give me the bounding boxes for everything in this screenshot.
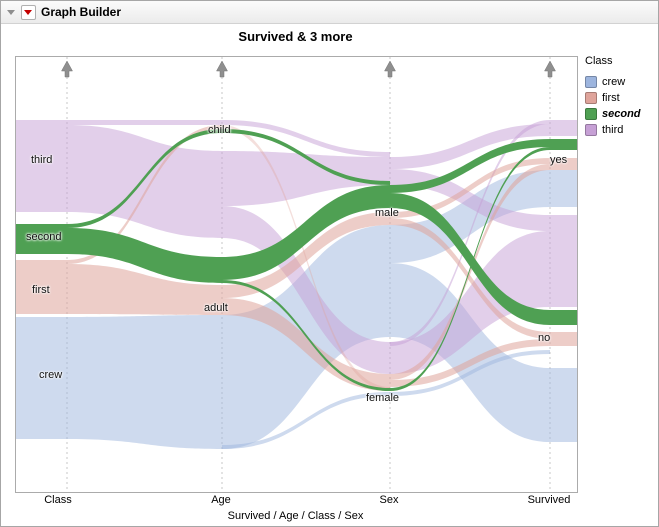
ribbon-third-no-block[interactable] [550,215,577,307]
axis-up-arrow-sex[interactable] [384,60,396,78]
window-title: Graph Builder [41,5,122,19]
ribbon-first-adult-female[interactable] [222,298,390,391]
ribbon-second-block[interactable] [16,224,67,254]
legend: Class crew first second third [585,55,657,138]
ribbon-third-female-no[interactable] [390,231,550,374]
category-label-third: third [31,154,53,166]
legend-label-crew: crew [602,76,626,88]
titlebar: Graph Builder [1,1,658,24]
category-label-first: first [32,284,50,296]
ribbon-crew-adult[interactable] [67,315,222,449]
axis-tick-class[interactable]: Class [44,494,72,506]
legend-label-first: first [602,92,620,104]
ribbon-third-adult[interactable] [67,125,222,238]
legend-swatch-first [585,92,597,104]
ribbon-first-yes-block[interactable] [550,158,577,170]
ribbon-second-adult[interactable] [67,228,222,283]
category-label-crew: crew [39,369,63,381]
ribbon-second-no-block[interactable] [550,310,577,325]
legend-title: Class [585,55,613,67]
ribbon-third-female-yes[interactable] [390,120,550,346]
ribbon-first-no-block[interactable] [550,332,577,346]
ribbon-first-block[interactable] [16,260,67,314]
axis-tick-sex[interactable]: Sex [379,494,399,506]
legend-swatch-third [585,124,597,136]
category-label-second: second [26,231,62,243]
ribbon-first-child-female[interactable] [222,125,390,391]
ribbon-second-male-yes[interactable] [390,139,550,193]
ribbon-first-child[interactable] [67,125,222,264]
category-label-yes: yes [550,154,568,166]
ribbon-third-child[interactable] [67,120,222,125]
legend-swatch-crew [585,76,597,88]
ribbon-third-yes-block[interactable] [550,120,577,136]
ribbon-crew-yes-block[interactable] [550,170,577,207]
ribbon-first-adult-male[interactable] [222,212,390,298]
axis-up-arrow-age[interactable] [216,60,228,78]
ribbon-second-child-male[interactable] [222,129,390,185]
legend-item-crew[interactable]: crew [585,74,657,90]
ribbon-second-adult-female[interactable] [222,280,390,391]
ribbon-first-male-no[interactable] [390,218,550,339]
legend-item-third[interactable]: third [585,122,657,138]
legend-label-third: third [602,124,624,136]
category-label-female: female [366,392,400,404]
category-label-no: no [538,332,551,344]
chart-title: Survived & 3 more [238,29,353,44]
ribbon-first-female-no[interactable] [390,339,550,387]
ribbon-third-block[interactable] [16,120,67,212]
ribbon-second-adult-male[interactable] [222,185,390,280]
ribbon-crew-male-yes[interactable] [390,170,550,263]
disclosure-triangle-icon[interactable] [6,7,16,17]
ribbon-first-male-yes[interactable] [390,158,550,218]
legend-swatch-second [585,108,597,120]
ribbon-second-female-yes[interactable] [390,147,550,391]
legend-label-second: second [602,108,641,120]
ribbon-crew-block[interactable] [16,317,67,439]
plot-area [15,56,578,493]
ribbon-crew-female-no[interactable] [390,350,550,396]
axis-tick-age[interactable]: Age [211,494,231,506]
ribbon-third-adult-male[interactable] [222,151,390,206]
ribbon-first-female-yes[interactable] [390,164,550,380]
ribbon-third-adult-female[interactable] [222,206,390,374]
category-label-adult: adult [204,302,228,314]
x-axis-title: Survived / Age / Class / Sex [227,510,364,522]
red-triangle-menu-icon[interactable] [21,4,36,20]
legend-item-first[interactable]: first [585,90,657,106]
ribbon-first-adult[interactable] [67,264,222,315]
ribbon-second-male-no[interactable] [390,193,550,325]
category-label-child: child [208,124,231,136]
ribbon-crew-no-block[interactable] [550,368,577,442]
axis-up-arrow-class[interactable] [61,60,73,78]
parallel-sets-plot [16,57,577,492]
axis-tick-survived[interactable]: Survived [527,494,571,506]
ribbon-third-male-yes[interactable] [390,124,550,169]
ribbon-third-child-male[interactable] [222,120,390,157]
legend-item-second[interactable]: second [585,106,657,122]
ribbon-second-child[interactable] [67,129,222,228]
ribbon-crew-adult-female[interactable] [222,392,390,449]
ribbon-second-yes-block[interactable] [550,139,577,150]
ribbon-crew-male-no[interactable] [390,263,550,442]
category-label-male: male [375,207,399,219]
axis-up-arrow-survived[interactable] [544,60,556,78]
